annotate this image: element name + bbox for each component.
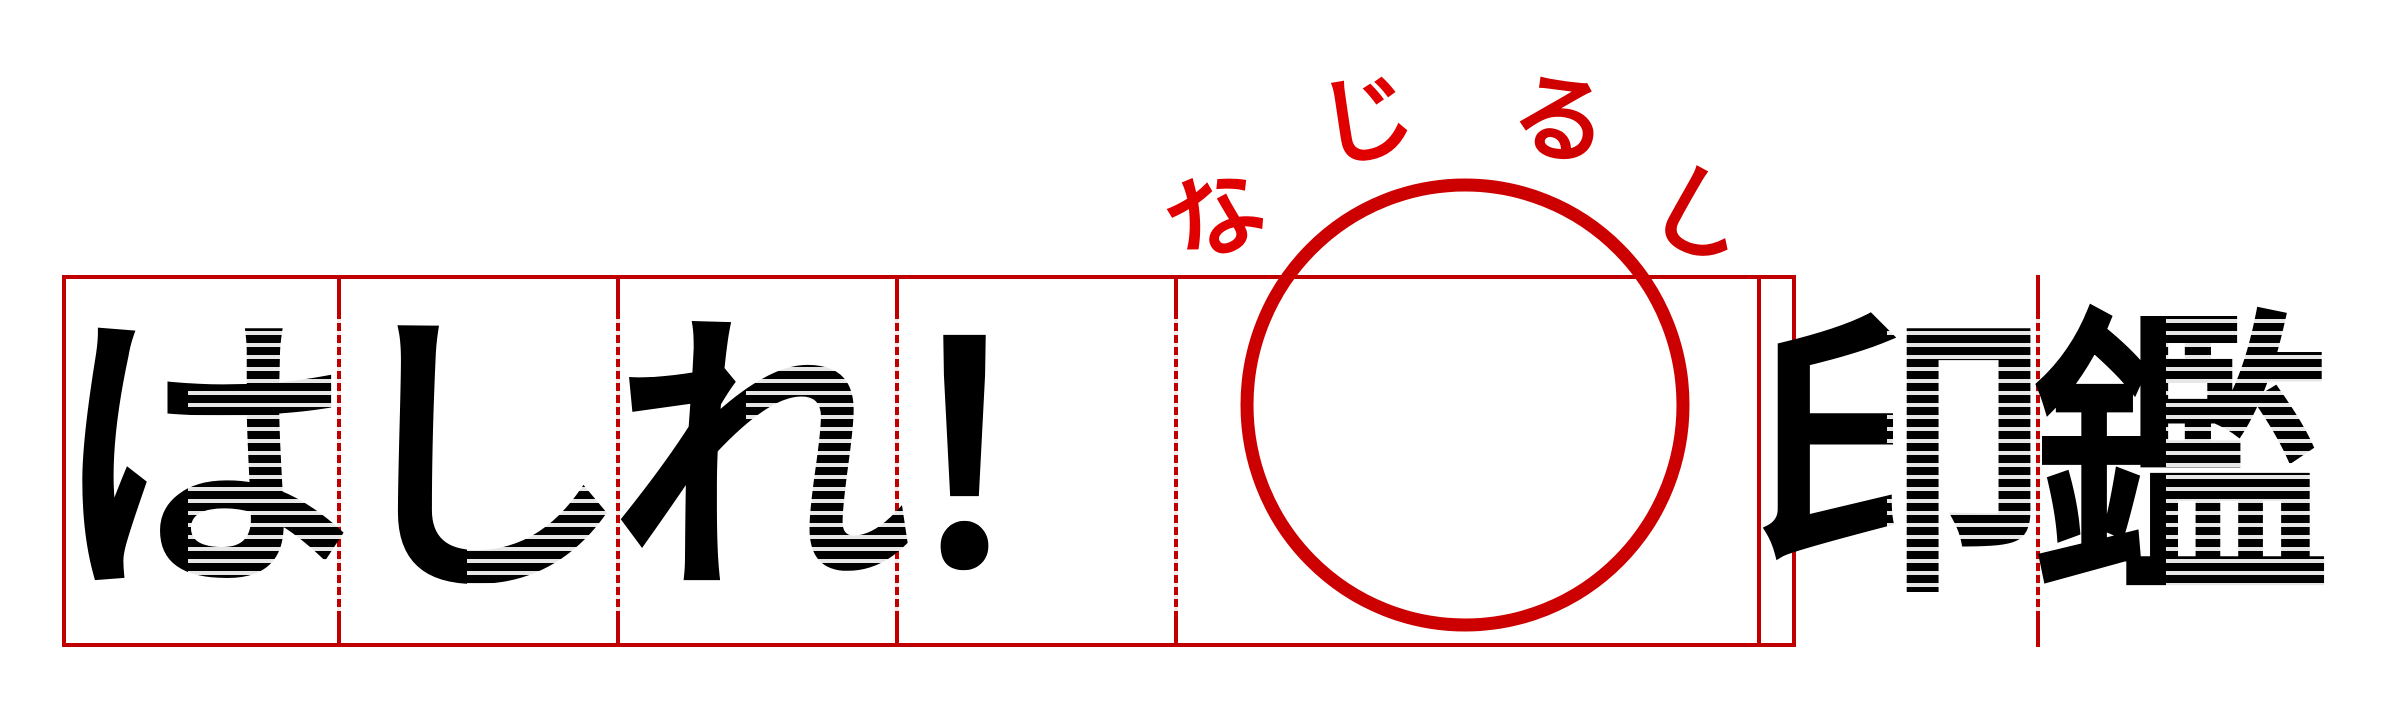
- title-cell: れ: [611, 279, 911, 643]
- maru-mark: [1240, 178, 1690, 632]
- title-cell: し: [332, 279, 632, 643]
- title-cell: は: [53, 279, 353, 643]
- title-cell: 鑑: [2031, 279, 2331, 643]
- title-char: し: [331, 286, 632, 635]
- title-char: ！: [889, 286, 1190, 635]
- ruby-char: る: [1503, 56, 1617, 184]
- title-char: 鑑: [2030, 286, 2331, 635]
- title-cell: ！: [890, 279, 1190, 643]
- maru-ring: [1240, 178, 1690, 632]
- title-char: れ: [610, 286, 911, 635]
- title-char: 印: [1751, 286, 2052, 635]
- title-char: は: [52, 286, 353, 635]
- ruby-char: じ: [1309, 56, 1423, 184]
- title-cell: 印: [1752, 279, 2052, 643]
